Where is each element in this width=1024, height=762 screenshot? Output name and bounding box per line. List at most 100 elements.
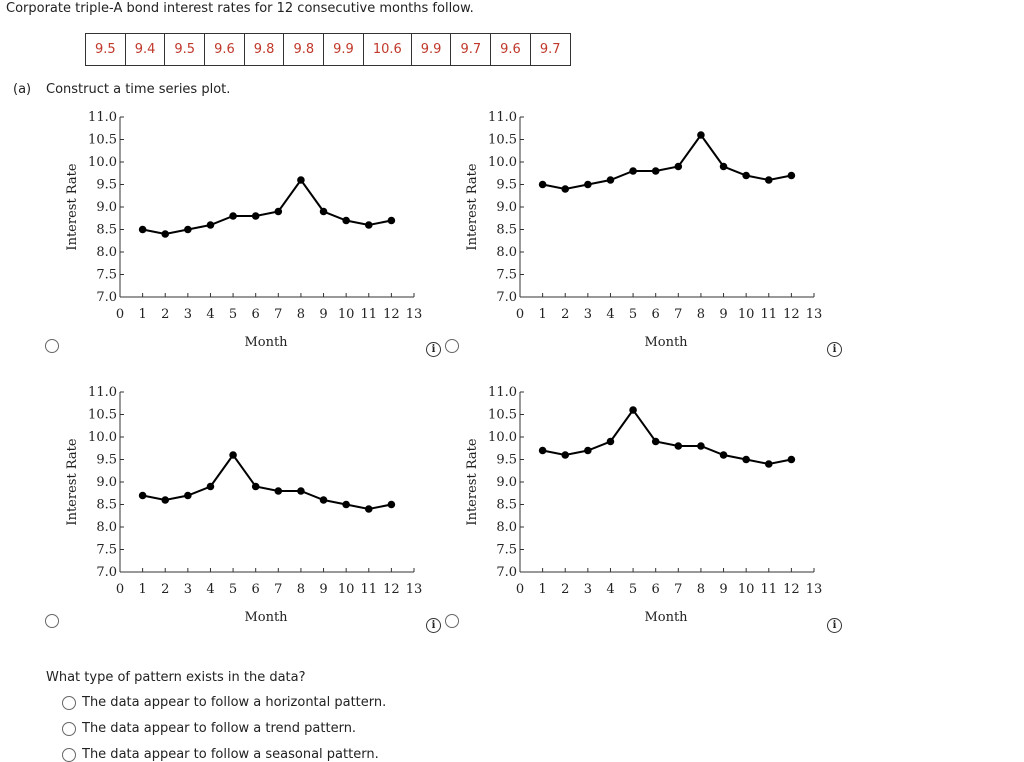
y-tick-label: 10.5	[88, 408, 117, 423]
x-tick-label: 0	[516, 582, 524, 597]
table-row: 9.5 9.4 9.5 9.6 9.8 9.8 9.9 10.6 9.9 9.7 9.6 9.7	[85, 33, 571, 66]
y-tick-label: 7.0	[96, 290, 117, 305]
data-point	[364, 221, 373, 229]
y-tick-label: 9.0	[96, 200, 117, 215]
data-point	[251, 212, 260, 220]
radio[interactable]	[62, 696, 76, 710]
x-tick-label: 12	[783, 307, 800, 322]
x-tick-label: 9	[719, 582, 727, 597]
x-tick-label: 10	[738, 307, 755, 322]
radio[interactable]	[62, 722, 76, 736]
x-tick-label: 11	[760, 307, 777, 322]
x-tick-label: 9	[719, 307, 727, 322]
radio[interactable]	[62, 748, 76, 762]
y-tick-label: 8.5	[96, 498, 117, 513]
x-axis-label: Month	[244, 335, 288, 350]
x-tick-label: 5	[629, 582, 637, 597]
data-table: 9.5 9.4 9.5 9.6 9.8 9.8 9.9 10.6 9.9 9.7 9.6 9.7	[85, 33, 571, 66]
info-icon[interactable]: i	[827, 342, 842, 357]
x-tick-label: 3	[184, 582, 192, 597]
x-tick-label: 13	[806, 582, 823, 597]
data-point	[387, 216, 396, 225]
radio[interactable]	[45, 614, 59, 628]
x-tick-label: 6	[652, 307, 660, 322]
data-point	[719, 451, 728, 459]
y-tick-label: 10.0	[488, 430, 517, 445]
x-tick-label: 5	[629, 307, 637, 322]
y-tick-label: 11.0	[488, 110, 517, 125]
radio[interactable]	[445, 614, 459, 628]
data-point	[719, 162, 728, 171]
table-cell: 9.7	[450, 33, 492, 66]
table-cell: 9.9	[410, 33, 452, 66]
x-tick-label: 9	[319, 582, 327, 597]
x-tick-label: 7	[674, 582, 682, 597]
x-tick-label: 2	[561, 307, 569, 322]
data-point	[697, 442, 705, 450]
x-tick-label: 2	[161, 307, 169, 322]
chart: 7.07.58.08.59.09.510.010.511.00 1 2 3 4 5 6 7 8 9…	[65, 385, 423, 625]
info-icon[interactable]: i	[827, 618, 842, 633]
option-text: The data appear to follow a seasonal pat…	[82, 747, 379, 762]
data-point	[538, 180, 547, 189]
data-point	[138, 225, 147, 234]
info-icon[interactable]: i	[426, 342, 441, 357]
y-tick-label: 7.5	[496, 268, 517, 283]
y-tick-label: 9.0	[496, 200, 517, 215]
radio[interactable]	[45, 339, 59, 353]
data-point	[651, 437, 660, 446]
chart: 7.07.58.08.59.09.510.010.511.00 1 2 3 4 5 6 7 8 9…	[465, 385, 823, 625]
x-tick-label: 5	[229, 307, 237, 322]
x-tick-label: 4	[206, 307, 214, 322]
data-point	[742, 171, 750, 180]
data-point	[606, 437, 615, 446]
x-tick-label: 6	[252, 307, 260, 322]
x-tick-label: 10	[738, 582, 755, 597]
table-cell: 9.6	[204, 33, 245, 66]
x-tick-label: 4	[606, 307, 614, 322]
chart: 7.07.58.08.59.09.510.010.511.00 1 2 3 4 5 6 7 8 9…	[465, 110, 822, 350]
x-tick-label: 10	[338, 582, 355, 597]
table-cell: 9.8	[283, 33, 325, 66]
x-tick-label: 0	[116, 582, 124, 597]
x-tick-label: 1	[538, 582, 546, 597]
data-point	[161, 496, 170, 504]
radio[interactable]	[445, 339, 459, 353]
y-tick-label: 8.0	[496, 520, 517, 535]
x-tick-label: 12	[383, 582, 400, 597]
data-line	[542, 133, 792, 191]
y-axis-label: Interest Rate	[65, 163, 80, 250]
y-tick-label: 8.5	[496, 223, 517, 238]
data-point	[538, 446, 547, 455]
y-axis-label: Interest Rate	[465, 438, 480, 525]
y-tick-label: 11.0	[88, 385, 117, 400]
data-point	[584, 180, 592, 189]
table-cell: 9.8	[243, 33, 285, 66]
data-point	[742, 455, 750, 464]
y-tick-label: 10.5	[488, 133, 517, 148]
x-tick-label: 2	[561, 582, 569, 597]
y-axis-label: Interest Rate	[65, 438, 80, 525]
table-cell: 9.4	[124, 33, 166, 66]
y-tick-label: 8.5	[96, 223, 117, 238]
data-point	[274, 207, 283, 216]
data-point	[229, 212, 237, 220]
table-cell: 9.6	[490, 33, 531, 66]
data-point	[561, 451, 570, 459]
x-axis-label: Month	[644, 335, 688, 350]
x-tick-label: 2	[161, 582, 169, 597]
x-tick-label: 10	[338, 307, 355, 322]
data-point	[161, 230, 170, 238]
y-tick-label: 10.0	[88, 155, 117, 170]
data-line	[142, 178, 392, 236]
y-tick-label: 11.0	[488, 385, 517, 400]
question: What type of pattern exists in the data?	[46, 670, 306, 685]
x-tick-label: 7	[674, 307, 682, 322]
x-tick-label: 8	[697, 307, 705, 322]
x-tick-label: 13	[406, 582, 423, 597]
x-axis-label: Month	[244, 610, 288, 625]
info-icon[interactable]: i	[426, 618, 441, 633]
y-tick-label: 8.0	[96, 520, 117, 535]
part-label: (a)	[13, 82, 32, 97]
